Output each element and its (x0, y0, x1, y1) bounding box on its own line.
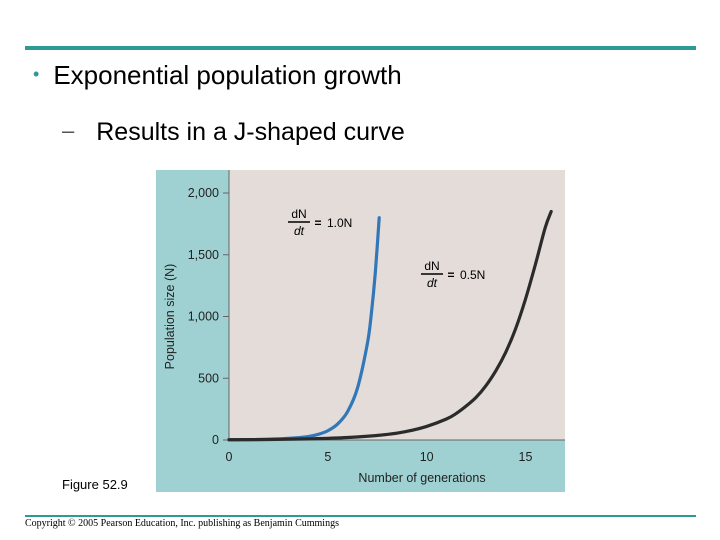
growth-curve-rate-0-5 (227, 209, 553, 442)
copyright-notice: Copyright © 2005 Pearson Education, Inc.… (25, 518, 339, 529)
sub-bullet-text: Results in a J-shaped curve (96, 118, 405, 146)
figure-label: Figure 52.9 (62, 477, 128, 492)
rate-label-2-value: 0.5N (460, 268, 485, 282)
bullet-dot-icon: • (33, 64, 40, 84)
y-tick-label: 0 (212, 433, 219, 447)
sub-bullet-dash: – (62, 118, 75, 143)
x-tick-label: 10 (420, 450, 434, 464)
x-tick-label: 15 (519, 450, 533, 464)
y-tick-label: 500 (198, 371, 219, 385)
series-layer (227, 209, 553, 442)
rate-label-1-top: dN (291, 207, 306, 221)
bottom-rule (25, 515, 696, 517)
rate-label-2-bottom: dt (427, 276, 438, 290)
rate-label-2-top: dN (424, 259, 439, 273)
y-tick-label: 1,500 (188, 248, 219, 262)
bullet-heading: • Exponential population growth (33, 60, 402, 91)
tick-labels: 0 500 1,000 1,500 2,000 0 5 10 15 (188, 186, 533, 464)
rate-label-1: dN dt = 1.0N (288, 207, 352, 238)
rate-label-2: dN dt = 0.5N (421, 259, 485, 290)
rate-label-1-bottom: dt (294, 224, 305, 238)
sub-bullet: – Results in a J-shaped curve (62, 118, 405, 147)
top-rule (25, 46, 696, 50)
bullet-text: Exponential population growth (53, 60, 402, 90)
y-tick-label: 1,000 (188, 310, 219, 324)
rate-label-2-equals: = (447, 268, 454, 282)
plot-area (229, 170, 565, 440)
x-tick-label: 5 (324, 450, 331, 464)
rate-label-1-equals: = (314, 216, 321, 230)
y-tick-label: 2,000 (188, 186, 219, 200)
y-axis-title: Population size (N) (163, 264, 177, 370)
x-axis-title: Number of generations (358, 471, 485, 485)
rate-label-1-value: 1.0N (327, 216, 352, 230)
x-tick-label: 0 (226, 450, 233, 464)
